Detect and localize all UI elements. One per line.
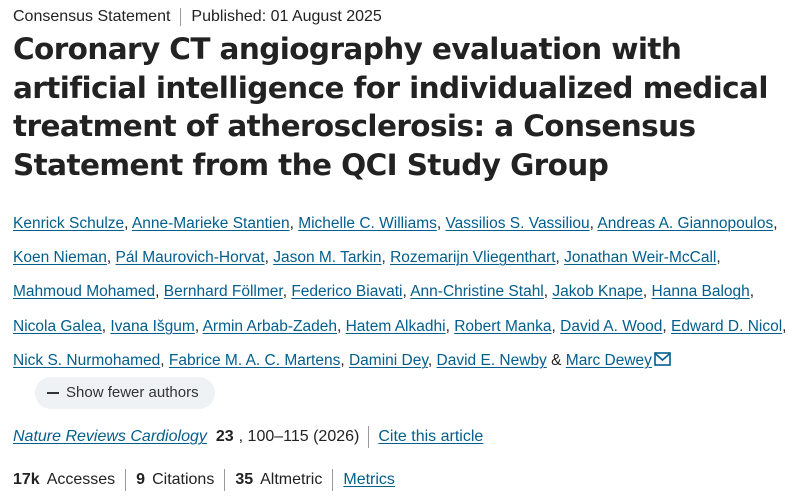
author-link[interactable]: Rozemarijn Vliegenthart (390, 249, 556, 267)
author-separator: , (782, 317, 787, 335)
author-link[interactable]: Vassilios S. Vassiliou (445, 215, 590, 232)
published-date: Published: 01 August 2025 (191, 8, 382, 25)
author-link[interactable]: Hatem Alkadhi (345, 317, 446, 335)
metrics-separator (125, 469, 127, 491)
author-separator: , (551, 317, 556, 335)
author-link[interactable]: Armin Arbab-Zadeh (202, 317, 337, 335)
author-list: Kenrick Schulze, Anne-Marieke Stantien, … (13, 207, 791, 412)
accesses-label: Accesses (46, 471, 116, 488)
author-link[interactable]: Fabrice M. A. C. Martens (168, 351, 341, 369)
author-link[interactable]: Robert Manka (454, 317, 552, 335)
author-link[interactable]: Ann-Christine Stahl (410, 283, 544, 301)
author-link[interactable]: Edward D. Nicol (671, 317, 783, 335)
author-separator: , (589, 215, 594, 232)
author-link[interactable]: Mahmoud Mohamed (13, 283, 156, 301)
author-link[interactable]: Ivana Išgum (110, 317, 195, 335)
citation-separator (368, 426, 370, 448)
author-separator: , (642, 283, 648, 301)
article-type: Consensus Statement (13, 8, 171, 25)
author-separator: , (160, 351, 165, 369)
author-separator: , (101, 317, 107, 335)
author-separator: , (555, 249, 560, 267)
author-separator: , (773, 215, 778, 232)
author-separator: , (282, 283, 287, 301)
author-link[interactable]: Jakob Knape (552, 283, 643, 301)
citations-label: Citations (152, 471, 215, 488)
cite-this-article-link[interactable]: Cite this article (378, 428, 484, 445)
author-link[interactable]: Jason M. Tarkin (273, 249, 382, 267)
journal-link[interactable]: Nature Reviews Cardiology (13, 428, 207, 445)
author-separator: , (124, 215, 129, 232)
journal-volume: 23 (215, 428, 234, 445)
author-separator: , (381, 249, 386, 267)
author-separator: , (289, 215, 294, 232)
author-link[interactable]: Hanna Balogh (651, 283, 750, 301)
author-separator: , (427, 351, 433, 369)
citations-count: 9 (136, 471, 146, 488)
author-and: & (551, 351, 562, 369)
author-separator: , (336, 317, 342, 335)
metrics-separator (224, 469, 226, 491)
author-link[interactable]: Kenrick Schulze (13, 215, 125, 232)
author-link[interactable]: Nick S. Nurmohamed (13, 351, 161, 369)
journal-pages: , 100–115 (2026) (238, 428, 360, 445)
article-title: Coronary CT angiography evaluation with … (13, 32, 768, 182)
author-separator: , (106, 249, 112, 267)
minus-icon (47, 392, 59, 394)
author-separator: , (340, 351, 345, 369)
author-separator: , (445, 317, 450, 335)
author-link[interactable]: Koen Nieman (13, 249, 107, 267)
author-link[interactable]: Federico Biavati (291, 283, 403, 301)
author-separator: , (155, 283, 160, 301)
author-link[interactable]: Nicola Galea (13, 317, 102, 335)
citation-info: Nature Reviews Cardiology 23 , 100–115 (… (13, 426, 483, 448)
article-meta: Consensus Statement Published: 01 August… (13, 8, 382, 26)
author-separator: , (264, 249, 269, 267)
author-link[interactable]: Anne-Marieke Stantien (131, 215, 290, 232)
metrics-link[interactable]: Metrics (343, 471, 395, 488)
author-separator: , (543, 283, 549, 301)
author-link[interactable]: Michelle C. Williams (298, 215, 437, 232)
author-link[interactable]: Damini Dey (348, 351, 428, 369)
author-separator: , (716, 249, 721, 267)
show-fewer-authors-button[interactable]: Show fewer authors (35, 376, 215, 409)
author-link[interactable]: David E. Newby (436, 351, 547, 369)
author-link[interactable]: Jonathan Weir-McCall (564, 249, 717, 267)
author-link[interactable]: Bernhard Föllmer (163, 283, 283, 301)
author-separator: , (402, 283, 407, 301)
metrics-separator (332, 469, 334, 491)
article-metrics: 17k Accesses 9 Citations 35 Altmetric Me… (13, 469, 395, 491)
author-link[interactable]: Marc Dewey (565, 351, 652, 369)
mail-icon[interactable] (654, 352, 671, 366)
altmetric-count: 35 (235, 471, 254, 488)
author-separator: , (662, 317, 667, 335)
author-link[interactable]: Pál Maurovich-Horvat (115, 249, 265, 267)
altmetric-label: Altmetric (260, 471, 323, 488)
author-separator: , (436, 215, 442, 232)
meta-separator (180, 8, 182, 26)
author-link[interactable]: David A. Wood (560, 317, 663, 335)
accesses-count: 17k (13, 471, 40, 488)
author-link[interactable]: Andreas A. Giannopoulos (597, 215, 774, 232)
show-fewer-label: Show fewer authors (66, 383, 199, 401)
author-separator: , (194, 317, 200, 335)
author-separator: , (749, 283, 755, 301)
